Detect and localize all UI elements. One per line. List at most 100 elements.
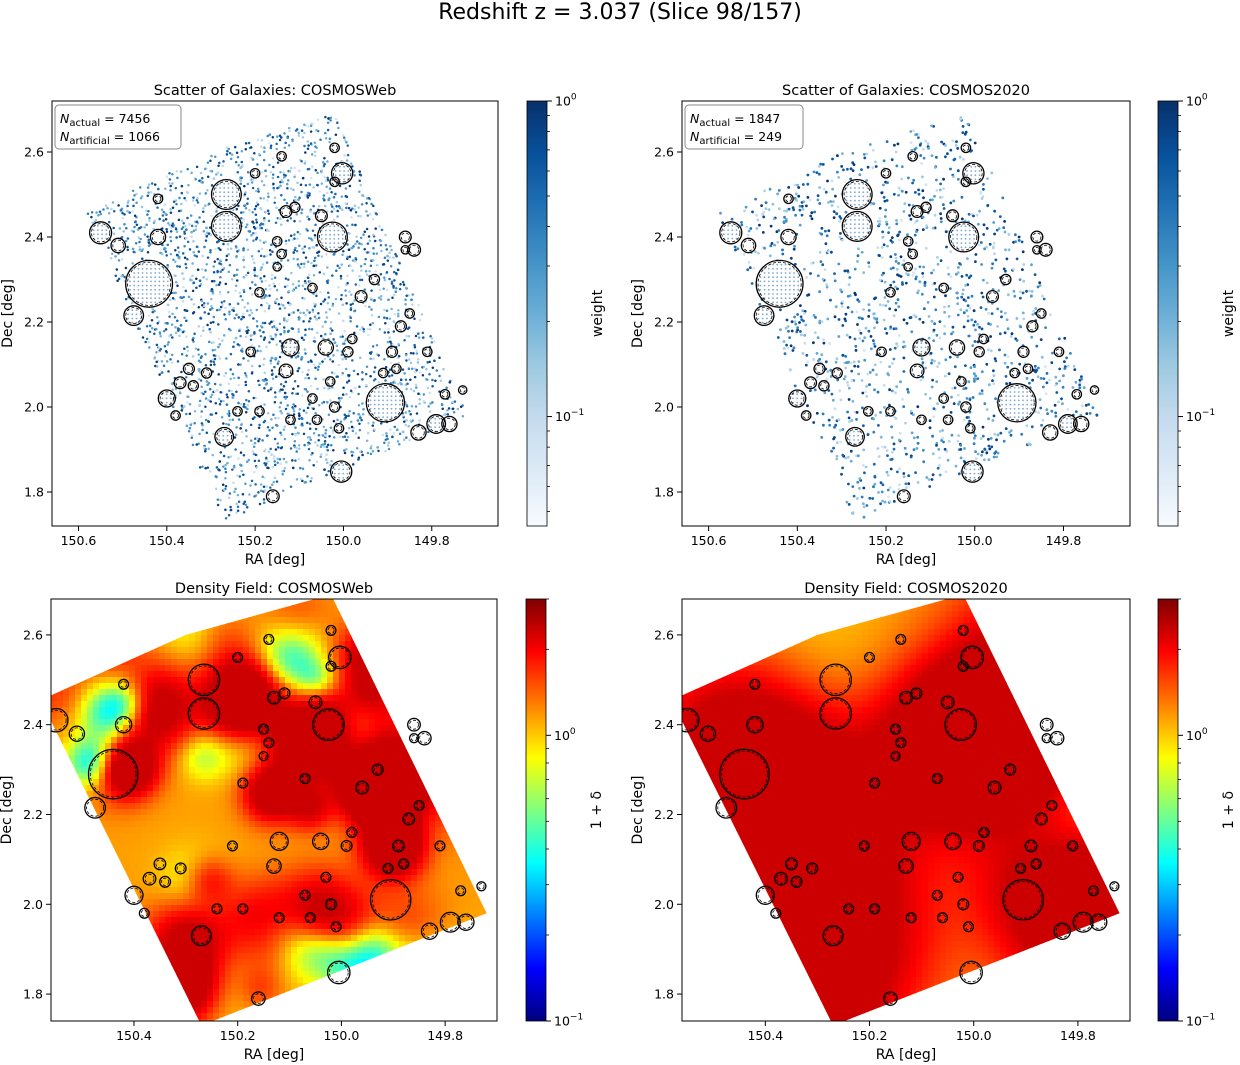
galaxy-point [817, 172, 821, 176]
galaxy-point [899, 380, 902, 384]
artificial-point [1022, 395, 1024, 398]
galaxy-point [763, 246, 766, 250]
galaxy-point [931, 452, 935, 456]
galaxy-point [1038, 284, 1042, 287]
artificial-point [342, 464, 345, 467]
galaxy-point [284, 141, 287, 145]
galaxy-point [323, 204, 327, 208]
artificial-point [235, 227, 238, 230]
galaxy-point [395, 428, 399, 431]
galaxy-point [347, 206, 351, 210]
artificial-point [222, 434, 225, 437]
artificial-point [320, 233, 323, 236]
galaxy-point [286, 259, 290, 262]
galaxy-point [385, 432, 388, 435]
galaxy-point [218, 403, 222, 406]
galaxy-point [877, 455, 881, 458]
artificial-point [133, 280, 136, 283]
mask-circle [285, 414, 296, 426]
artificial-point [227, 199, 230, 202]
galaxy-point [217, 323, 220, 326]
galaxy-point [925, 224, 929, 228]
galaxy-point [794, 322, 798, 326]
galaxy-point [995, 438, 998, 442]
artificial-point [158, 293, 161, 295]
galaxy-point [994, 359, 998, 363]
galaxy-point [289, 485, 293, 488]
galaxy-point [207, 399, 210, 402]
galaxy-point [772, 217, 776, 221]
galaxy-point [880, 273, 884, 277]
galaxy-point [244, 482, 247, 486]
galaxy-point [219, 451, 223, 454]
artificial-point [862, 195, 865, 198]
galaxy-point [994, 258, 998, 262]
mask-circle [1000, 273, 1012, 286]
galaxy-point [900, 177, 904, 181]
galaxy-point [343, 138, 347, 142]
galaxy-point [301, 467, 305, 470]
galaxy-point [388, 336, 391, 339]
galaxy-point [311, 308, 315, 312]
galaxy-point [349, 264, 352, 268]
galaxy-point [204, 192, 208, 195]
galaxy-point [237, 401, 240, 405]
galaxy-point [1088, 412, 1092, 415]
galaxy-point [777, 189, 781, 192]
artificial-point [858, 227, 860, 230]
galaxy-point [301, 417, 304, 421]
galaxy-point [153, 332, 156, 335]
galaxy-point [911, 181, 914, 185]
artificial-point [784, 284, 787, 287]
galaxy-point [1040, 355, 1044, 359]
galaxy-point [412, 389, 416, 393]
galaxy-point [799, 315, 803, 319]
galaxy-point [372, 247, 375, 250]
galaxy-point [834, 360, 838, 364]
galaxy-point [131, 210, 134, 213]
galaxy-point [388, 317, 392, 320]
galaxy-point [227, 270, 231, 274]
artificial-point [137, 293, 140, 295]
galaxy-point [411, 293, 414, 296]
galaxy-point [988, 447, 992, 451]
density-cell [51, 749, 58, 756]
galaxy-point [120, 275, 123, 278]
density-cell [51, 635, 58, 642]
mask-circle [960, 176, 972, 188]
galaxy-point [112, 209, 116, 213]
mask-circle-inner [212, 180, 240, 208]
x-axis-label: RA [deg] [876, 552, 937, 568]
galaxy-point [174, 291, 177, 295]
galaxy-point [769, 224, 773, 228]
galaxy-point [302, 262, 306, 265]
galaxy-point [366, 242, 370, 245]
galaxy-point [141, 336, 145, 339]
artificial-point [776, 280, 779, 283]
galaxy-point [218, 308, 221, 312]
galaxy-point [974, 260, 977, 263]
galaxy-point [792, 346, 796, 350]
galaxy-point [866, 372, 870, 376]
galaxy-point [323, 468, 326, 471]
galaxy-point [328, 187, 332, 190]
galaxy-point [219, 400, 223, 403]
galaxy-point [182, 295, 185, 299]
galaxy-point [266, 192, 270, 195]
galaxy-point [267, 466, 270, 470]
galaxy-point [306, 147, 310, 150]
galaxy-point [358, 190, 361, 193]
galaxy-point [965, 309, 969, 312]
galaxy-point [871, 148, 875, 152]
galaxy-point [353, 386, 357, 390]
galaxy-point [310, 261, 313, 265]
galaxy-point [1072, 364, 1076, 368]
galaxy-point [337, 363, 341, 367]
mask-circle [1009, 367, 1021, 379]
density-cell [51, 707, 58, 714]
galaxy-point [252, 225, 256, 229]
galaxy-point [126, 245, 129, 249]
galaxy-point [307, 360, 310, 364]
galaxy-point [820, 436, 824, 439]
galaxy-point [262, 330, 265, 334]
